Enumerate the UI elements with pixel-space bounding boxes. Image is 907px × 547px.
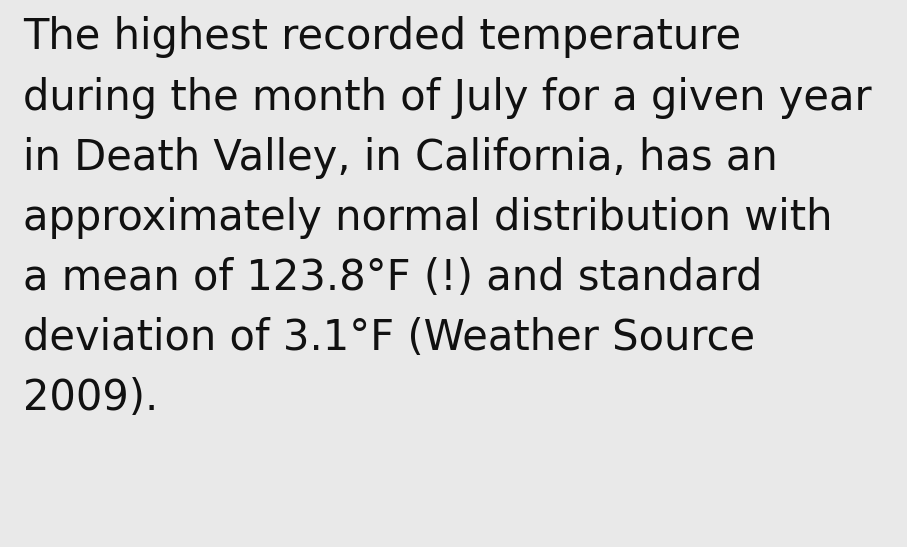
Text: The highest recorded temperature
during the month of July for a given year
in De: The highest recorded temperature during … xyxy=(23,16,872,420)
